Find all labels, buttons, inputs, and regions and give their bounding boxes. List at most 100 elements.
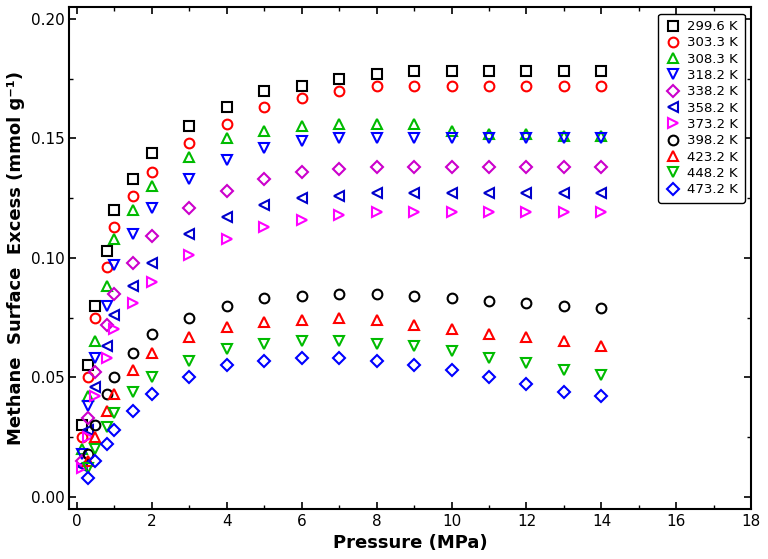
338.2 K: [78, 457, 87, 464]
448.2 K: [334, 338, 343, 345]
303.3 K: [559, 82, 568, 89]
338.2 K: [559, 164, 568, 170]
299.6 K: [334, 75, 343, 82]
373.2 K: [91, 393, 100, 400]
318.2 K: [372, 135, 381, 141]
308.3 K: [409, 121, 419, 127]
373.2 K: [147, 278, 156, 285]
318.2 K: [147, 204, 156, 211]
303.3 K: [128, 192, 137, 199]
473.2 K: [184, 374, 194, 381]
303.3 K: [522, 82, 531, 89]
373.2 K: [297, 216, 306, 223]
473.2 K: [110, 427, 119, 433]
338.2 K: [334, 166, 343, 173]
299.6 K: [409, 68, 419, 75]
318.2 K: [91, 355, 100, 362]
358.2 K: [128, 283, 137, 290]
303.3 K: [102, 264, 111, 271]
423.2 K: [522, 333, 531, 340]
373.2 K: [447, 209, 456, 216]
303.3 K: [222, 121, 231, 127]
308.3 K: [222, 135, 231, 141]
373.2 K: [222, 235, 231, 242]
338.2 K: [91, 369, 100, 376]
308.3 K: [260, 128, 269, 135]
338.2 K: [110, 290, 119, 297]
299.6 K: [128, 176, 137, 182]
373.2 K: [184, 252, 194, 259]
473.2 K: [222, 362, 231, 368]
373.2 K: [485, 209, 494, 216]
423.2 K: [597, 343, 606, 349]
473.2 K: [522, 381, 531, 388]
318.2 K: [83, 402, 92, 409]
448.2 K: [485, 355, 494, 362]
308.3 K: [372, 121, 381, 127]
299.6 K: [447, 68, 456, 75]
398.2 K: [102, 391, 111, 397]
473.2 K: [559, 388, 568, 395]
398.2 K: [297, 293, 306, 300]
448.2 K: [260, 340, 269, 347]
308.3 K: [102, 283, 111, 290]
358.2 K: [147, 259, 156, 266]
303.3 K: [334, 87, 343, 94]
338.2 K: [297, 168, 306, 175]
318.2 K: [447, 135, 456, 141]
473.2 K: [409, 362, 419, 368]
Line: 299.6 K: 299.6 K: [78, 67, 606, 430]
318.2 K: [110, 262, 119, 268]
299.6 K: [91, 302, 100, 309]
473.2 K: [372, 357, 381, 364]
318.2 K: [334, 135, 343, 141]
358.2 K: [110, 312, 119, 319]
303.3 K: [184, 140, 194, 146]
303.3 K: [83, 374, 92, 381]
299.6 K: [559, 68, 568, 75]
423.2 K: [260, 319, 269, 326]
358.2 K: [222, 214, 231, 221]
473.2 K: [128, 408, 137, 414]
303.3 K: [110, 224, 119, 230]
473.2 K: [447, 367, 456, 373]
358.2 K: [447, 190, 456, 197]
358.2 K: [559, 190, 568, 197]
473.2 K: [83, 474, 92, 481]
318.2 K: [222, 157, 231, 163]
373.2 K: [334, 211, 343, 218]
Line: 423.2 K: 423.2 K: [83, 312, 606, 466]
338.2 K: [184, 204, 194, 211]
423.2 K: [102, 408, 111, 414]
473.2 K: [334, 355, 343, 362]
299.6 K: [597, 68, 606, 75]
448.2 K: [372, 340, 381, 347]
448.2 K: [128, 388, 137, 395]
338.2 K: [447, 164, 456, 170]
358.2 K: [485, 190, 494, 197]
358.2 K: [334, 192, 343, 199]
448.2 K: [83, 465, 92, 471]
308.3 K: [297, 123, 306, 130]
373.2 K: [83, 434, 92, 440]
X-axis label: Pressure (MPa): Pressure (MPa): [333, 534, 488, 552]
398.2 K: [147, 331, 156, 338]
398.2 K: [597, 305, 606, 311]
318.2 K: [597, 135, 606, 141]
308.3 K: [110, 235, 119, 242]
473.2 K: [597, 393, 606, 400]
308.3 K: [78, 446, 87, 452]
423.2 K: [147, 350, 156, 357]
448.2 K: [559, 367, 568, 373]
308.3 K: [83, 393, 92, 400]
318.2 K: [102, 302, 111, 309]
448.2 K: [447, 348, 456, 354]
473.2 K: [102, 441, 111, 448]
358.2 K: [102, 343, 111, 349]
423.2 K: [297, 316, 306, 323]
423.2 K: [222, 324, 231, 330]
338.2 K: [372, 164, 381, 170]
473.2 K: [147, 391, 156, 397]
398.2 K: [522, 300, 531, 306]
299.6 K: [372, 70, 381, 77]
